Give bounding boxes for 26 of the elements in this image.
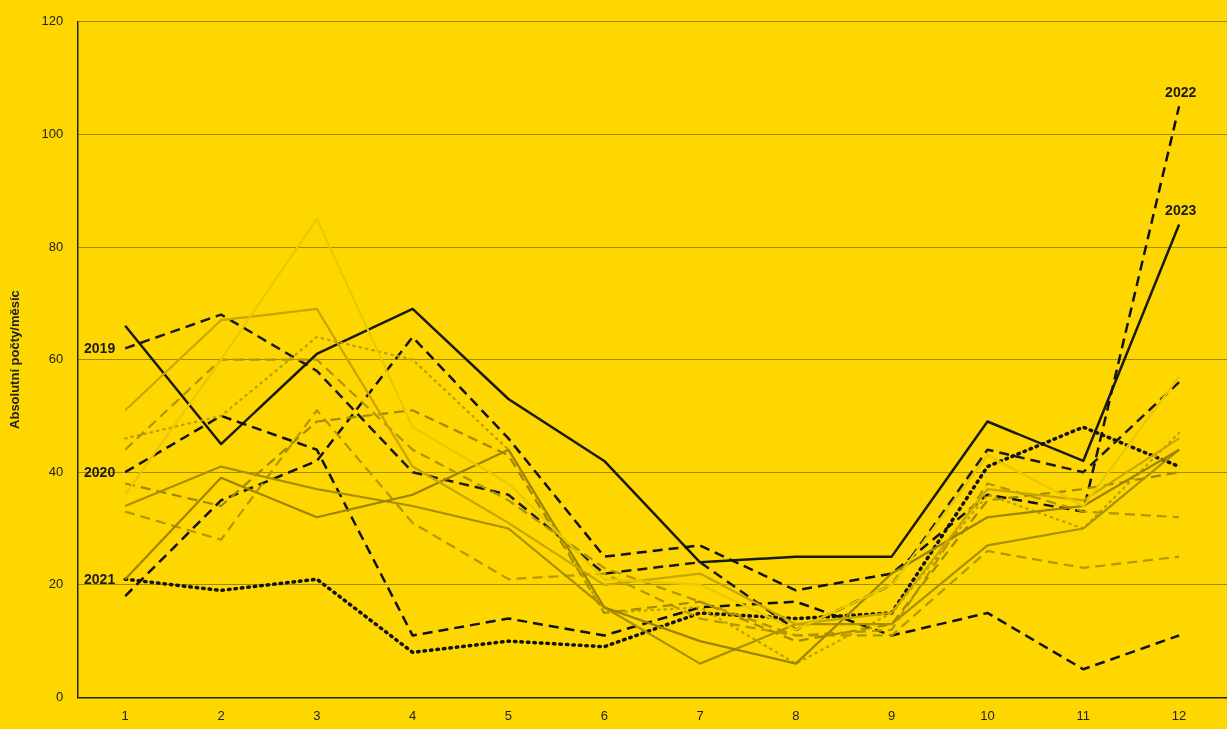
x-tick-label: 10 <box>980 707 995 723</box>
x-tick-label: 2 <box>217 707 225 723</box>
x-tick-label: 9 <box>888 707 896 723</box>
y-tick-label: 0 <box>56 688 64 704</box>
annotation: 2022 <box>1165 84 1197 101</box>
annotation: 2020 <box>84 464 116 481</box>
y-tick-label: 80 <box>48 238 64 254</box>
annotation: 2019 <box>84 340 116 357</box>
x-tick-label: 5 <box>504 707 513 723</box>
y-tick-label: 60 <box>48 351 64 367</box>
y-axis-title: Absolutní počty/měsíc <box>7 290 23 429</box>
x-tick-label: 1 <box>121 707 129 723</box>
x-tick-label: 11 <box>1076 707 1091 723</box>
y-tick-label: 100 <box>41 125 64 141</box>
y-tick-label: 120 <box>41 13 64 29</box>
y-tick-label: 20 <box>48 576 64 592</box>
x-tick-label: 7 <box>696 707 704 723</box>
x-tick-label: 3 <box>313 707 321 723</box>
x-tick-label: 12 <box>1171 707 1187 723</box>
annotation: 2023 <box>1165 202 1197 219</box>
annotation: 2021 <box>84 571 116 588</box>
x-tick-label: 6 <box>600 707 608 723</box>
x-tick-label: 8 <box>792 707 800 723</box>
line-series <box>124 335 1181 665</box>
x-tick-label: 4 <box>409 707 417 723</box>
y-tick-label: 40 <box>48 463 64 479</box>
